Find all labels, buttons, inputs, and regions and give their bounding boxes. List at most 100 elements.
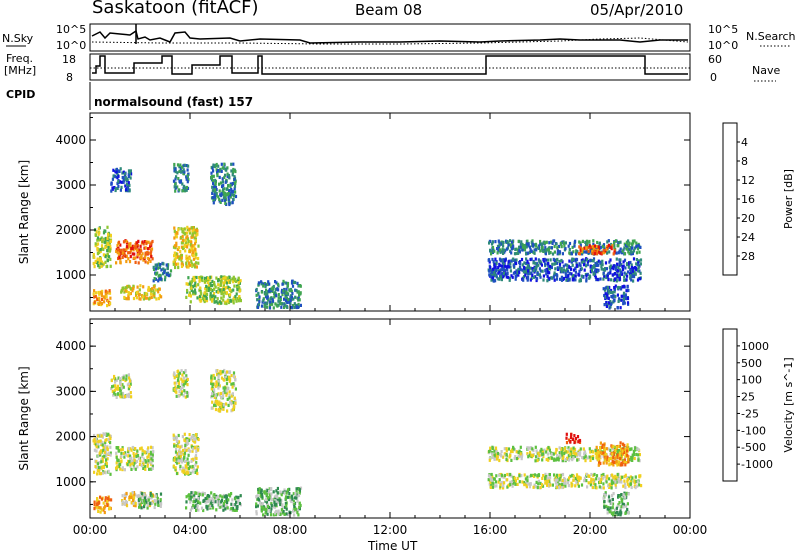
data-cell xyxy=(221,192,224,196)
data-cell xyxy=(176,444,179,448)
data-cell xyxy=(559,454,562,458)
data-cell xyxy=(511,245,515,249)
data-cell xyxy=(178,459,181,463)
y-axis-label: Slant Range [km] xyxy=(17,160,31,264)
data-cell xyxy=(296,296,299,300)
data-cell xyxy=(98,262,101,266)
data-cell xyxy=(528,453,531,457)
data-cell xyxy=(120,288,123,293)
data-cell xyxy=(530,473,533,477)
data-cell xyxy=(196,296,199,300)
data-cell xyxy=(601,259,604,263)
data-cell xyxy=(211,387,214,391)
data-cell xyxy=(94,233,97,237)
data-cell xyxy=(188,257,191,261)
data-cell xyxy=(182,231,185,235)
data-cell xyxy=(495,450,498,454)
data-region xyxy=(92,225,113,269)
data-cell xyxy=(181,435,184,439)
data-cell xyxy=(618,277,621,281)
data-cell xyxy=(557,480,560,484)
data-cell xyxy=(220,275,223,279)
data-cell xyxy=(268,493,271,497)
data-cell xyxy=(631,453,634,457)
data-cell xyxy=(231,193,234,197)
data-cell xyxy=(134,467,137,471)
data-cell xyxy=(586,272,589,276)
data-cell xyxy=(626,296,630,301)
data-cell xyxy=(539,450,542,454)
data-cell xyxy=(175,255,178,259)
data-cell xyxy=(211,279,214,283)
data-cell xyxy=(606,240,609,244)
data-cell xyxy=(163,269,166,274)
data-cell xyxy=(614,456,617,460)
data-cell xyxy=(555,258,558,262)
data-cell xyxy=(194,249,197,253)
data-cell xyxy=(591,266,594,270)
data-cell xyxy=(238,501,241,506)
data-cell xyxy=(209,293,212,297)
data-cell xyxy=(116,186,119,190)
data-cell xyxy=(618,454,621,458)
data-cell xyxy=(217,392,220,396)
data-cell xyxy=(231,173,234,177)
data-cell xyxy=(611,502,615,506)
data-cell xyxy=(226,397,229,401)
data-cell xyxy=(232,296,235,300)
data-cell xyxy=(624,454,627,458)
data-cell xyxy=(280,290,283,294)
data-cell xyxy=(622,502,625,506)
data-cell xyxy=(491,250,494,254)
data-cell xyxy=(572,478,575,482)
data-cell xyxy=(498,243,501,247)
data-cell xyxy=(620,287,623,291)
data-cell xyxy=(106,236,109,240)
data-cell xyxy=(519,452,522,456)
data-cell xyxy=(102,508,105,512)
data-cell xyxy=(129,492,132,496)
data-cell xyxy=(143,502,146,506)
data-cell xyxy=(102,501,105,505)
data-cell xyxy=(508,278,511,282)
data-cell xyxy=(186,225,189,229)
data-cell xyxy=(260,509,263,513)
data-cell xyxy=(124,494,127,498)
data-cell xyxy=(270,502,273,506)
data-cell xyxy=(175,175,178,179)
data-cell xyxy=(149,455,152,459)
data-cell xyxy=(222,394,225,398)
data-cell xyxy=(203,280,207,284)
data-cell xyxy=(97,302,100,306)
data-cell xyxy=(609,456,612,460)
data-cell xyxy=(583,250,586,254)
data-cell xyxy=(508,276,511,280)
data-cell xyxy=(510,480,513,484)
data-cell xyxy=(173,169,176,173)
data-cell xyxy=(134,256,137,260)
data-cell xyxy=(255,293,258,297)
data-cell xyxy=(235,508,238,512)
data-cell xyxy=(183,459,186,463)
data-cell xyxy=(195,252,198,256)
data-cell xyxy=(513,263,516,268)
data-cell xyxy=(234,387,237,391)
data-cell xyxy=(187,391,190,395)
data-cell xyxy=(608,499,611,503)
data-cell xyxy=(215,276,218,280)
data-cell xyxy=(616,504,619,508)
data-cell xyxy=(557,244,561,249)
data-cell xyxy=(197,244,200,248)
data-cell xyxy=(185,177,188,181)
data-cell xyxy=(579,241,582,245)
data-cell xyxy=(630,485,633,490)
data-cell xyxy=(196,232,199,236)
data-cell xyxy=(202,508,205,513)
data-cell xyxy=(182,371,185,375)
data-cell xyxy=(151,455,154,459)
data-cell xyxy=(597,250,601,254)
data-cell xyxy=(581,455,584,460)
data-cell xyxy=(514,479,517,483)
nsky-label: N.Sky xyxy=(2,32,34,45)
